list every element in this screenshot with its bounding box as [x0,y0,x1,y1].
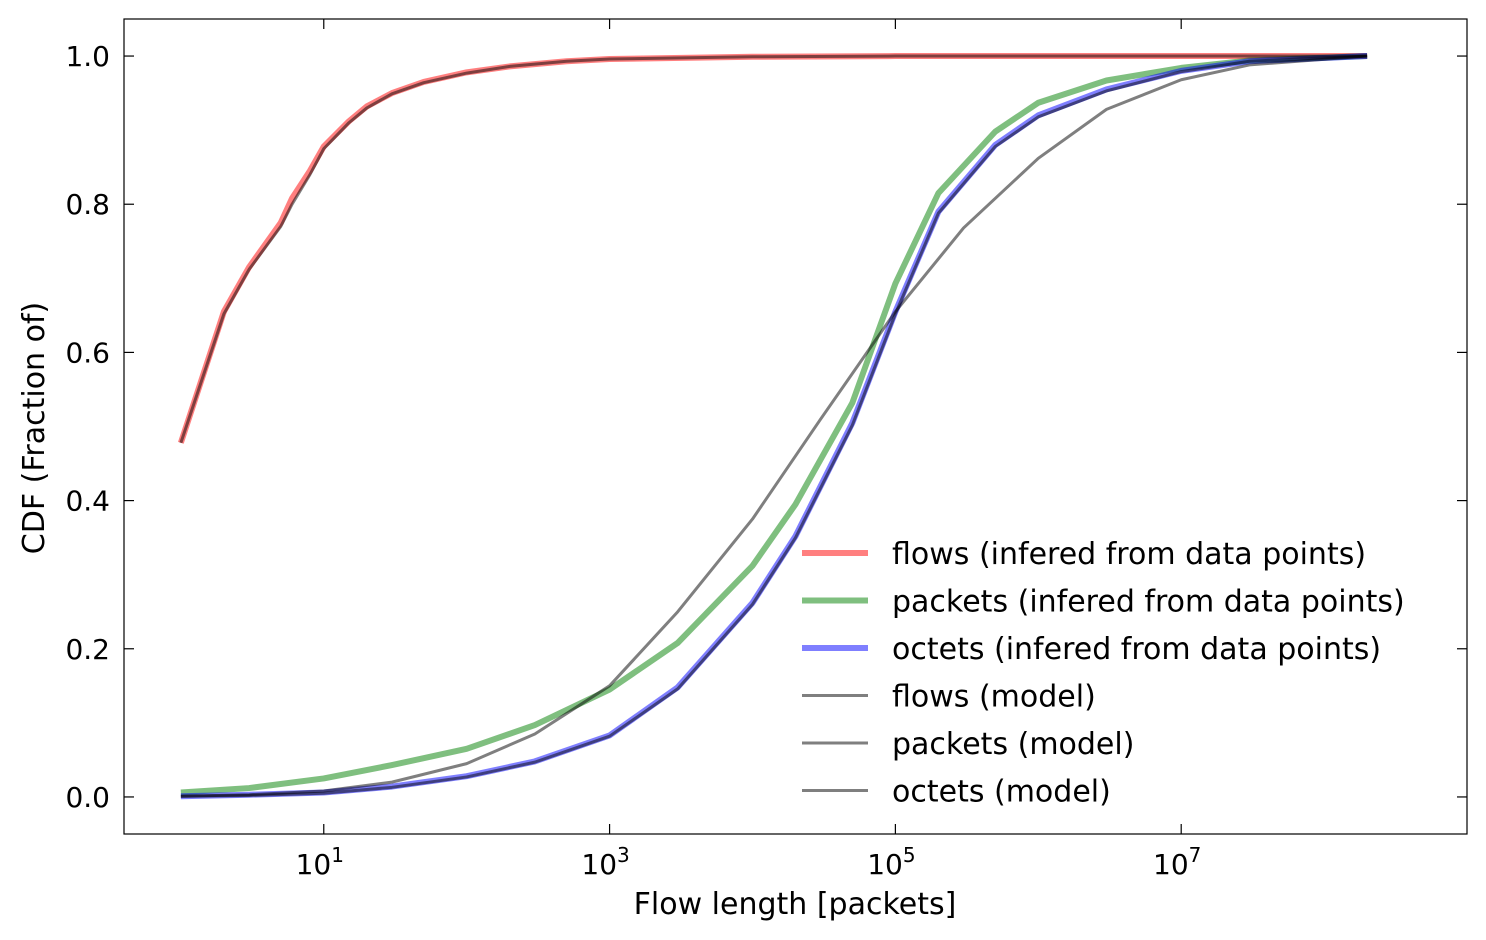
legend-label-octets-infered-from-data-points: octets (infered from data points) [892,632,1381,667]
series-layer [178,53,1368,800]
x-tick-label: 101 [296,843,344,881]
legend-label-octets-model: octets (model) [892,775,1111,810]
legend: flows (infered from data points) packets … [802,537,1405,810]
y-axis-label: CDF (Fraction of) [17,302,52,554]
legend-label-packets-model: packets (model) [892,727,1134,762]
x-tick-label: 107 [1153,843,1201,881]
y-tick-label: 0.0 [65,781,110,814]
y-tick-label: 0.4 [65,485,110,518]
legend-label-flows-infered-from-data-points: flows (infered from data points) [892,537,1366,572]
series-line-packets-model [180,54,1368,798]
y-tick-label: 0.8 [65,188,110,221]
series-line-flows-model [179,54,1368,444]
x-tick-label: 103 [581,843,629,881]
series-line-packets-infered-from-data-points [180,53,1368,796]
series-line-octets-model [180,54,1368,798]
ticks-layer: 0.0 0.2 0.4 0.6 0.8 1.0 101 103 105 107 [65,19,1467,881]
legend-label-flows-model: flows (model) [892,680,1096,715]
plot-frame [123,18,1468,835]
legend-label-packets-infered-from-data-points: packets (infered from data points) [892,585,1405,620]
y-tick-label: 0.2 [65,633,110,666]
x-tick-label: 105 [867,843,915,881]
x-axis-label: Flow length [packets] [634,887,957,922]
y-tick-label: 0.6 [65,336,110,369]
y-tick-label: 1.0 [65,40,110,73]
